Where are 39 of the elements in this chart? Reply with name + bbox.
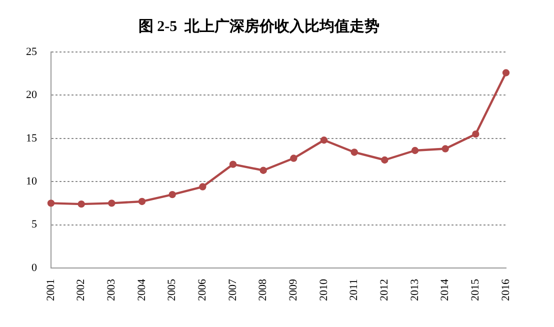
point bbox=[381, 156, 388, 164]
y-tick-label: 0 bbox=[32, 262, 38, 274]
y-tick-label: 5 bbox=[32, 218, 38, 231]
point bbox=[229, 160, 237, 168]
point bbox=[290, 154, 298, 162]
point bbox=[502, 69, 510, 76]
x-tick-label: 2014 bbox=[439, 278, 452, 301]
point bbox=[138, 198, 146, 206]
x-tick-label: 2007 bbox=[226, 278, 239, 301]
point bbox=[78, 200, 85, 208]
y-tick-label: 25 bbox=[26, 46, 38, 58]
x-tick-label: 2016 bbox=[500, 278, 512, 301]
point bbox=[260, 166, 267, 174]
y-tick-label: 15 bbox=[26, 132, 38, 144]
x-tick-label: 2005 bbox=[166, 278, 178, 301]
point bbox=[320, 136, 328, 144]
x-tick-label: 2006 bbox=[196, 278, 209, 301]
x-tick-label: 2015 bbox=[470, 278, 482, 301]
point bbox=[168, 190, 176, 198]
y-tick-label: 10 bbox=[26, 175, 38, 188]
point bbox=[199, 183, 206, 190]
x-tick-label: 2003 bbox=[106, 278, 118, 301]
x-tick-label: 2013 bbox=[408, 278, 421, 301]
point bbox=[411, 146, 419, 154]
x-tick-label: 2012 bbox=[378, 279, 391, 301]
point bbox=[472, 130, 480, 138]
point bbox=[47, 200, 55, 207]
point bbox=[442, 145, 449, 152]
x-tick-label: 2004 bbox=[136, 278, 148, 301]
x-tick-label: 2002 bbox=[75, 279, 88, 301]
y-tick-label: 20 bbox=[26, 89, 38, 102]
x-tick-label: 2010 bbox=[318, 278, 330, 301]
x-tick-label: 2011 bbox=[348, 279, 360, 301]
chart-title: 图 2-5 北上广深房价收入比均值走势 bbox=[138, 16, 380, 35]
point bbox=[350, 148, 358, 156]
x-tick-label: 2008 bbox=[257, 278, 270, 301]
x-tick-label: 2001 bbox=[44, 279, 57, 301]
x-tick-label: 2009 bbox=[288, 278, 300, 301]
point bbox=[108, 200, 116, 207]
